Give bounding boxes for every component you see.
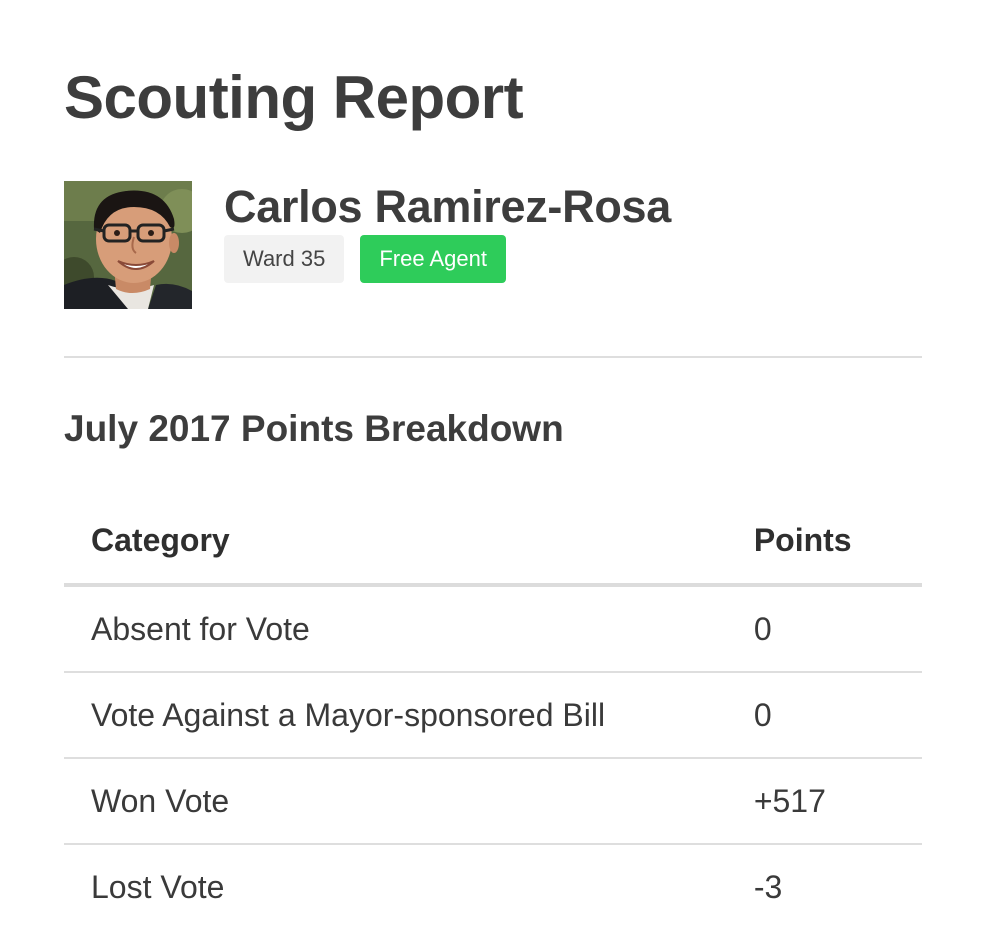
- status-badge: Free Agent: [360, 235, 506, 283]
- page-title: Scouting Report: [64, 64, 524, 131]
- player-badges: Ward 35 Free Agent: [224, 235, 506, 283]
- points-breakdown-table: Category Points Absent for Vote 0 Vote A…: [64, 497, 922, 929]
- table-row: Absent for Vote 0: [64, 585, 922, 673]
- row-points: -3: [753, 868, 783, 905]
- table-row: Vote Against a Mayor-sponsored Bill 0: [64, 672, 922, 759]
- section-divider: [64, 356, 922, 358]
- avatar: [64, 181, 192, 309]
- ward-badge: Ward 35: [224, 235, 345, 283]
- row-category: Won Vote: [64, 758, 727, 845]
- table-header-row: Category Points: [64, 497, 922, 587]
- row-points: 0: [726, 585, 922, 673]
- row-category: Lost Vote: [91, 868, 225, 905]
- player-profile: Carlos Ramirez-Rosa Ward 35 Free Agent: [64, 181, 922, 309]
- row-points: 0: [726, 672, 922, 759]
- row-points: +517: [726, 758, 922, 845]
- player-name: Carlos Ramirez-Rosa: [224, 181, 671, 232]
- points-breakdown-title: July 2017 Points Breakdown: [64, 408, 564, 449]
- row-category: Vote Against a Mayor-sponsored Bill: [64, 672, 727, 759]
- table-row: Lost Vote -3: [64, 844, 922, 929]
- table-row: Won Vote +517: [64, 758, 922, 845]
- row-category: Absent for Vote: [64, 585, 727, 673]
- column-header-points: Points: [726, 497, 922, 587]
- column-header-category: Category: [64, 497, 727, 587]
